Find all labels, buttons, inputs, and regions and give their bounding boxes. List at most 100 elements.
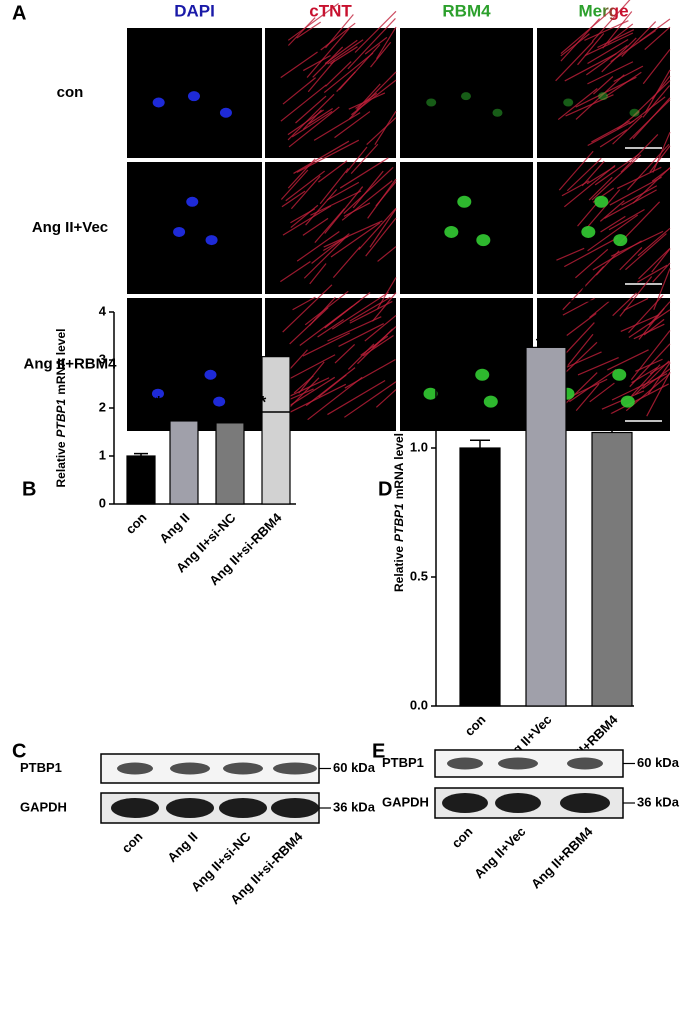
fiber — [637, 227, 671, 257]
fiber — [609, 176, 662, 206]
fiber — [344, 358, 396, 389]
micrograph — [537, 131, 671, 294]
fiber — [585, 189, 621, 230]
panel-letter: E — [372, 740, 385, 762]
y-label-gene: PTBP1 — [54, 398, 68, 437]
fiber — [306, 28, 350, 78]
y-tick-label: 1.0 — [410, 439, 428, 454]
fiber — [594, 153, 640, 186]
fiber — [642, 368, 671, 390]
fiber — [619, 247, 643, 271]
fiber — [288, 106, 340, 148]
y-tick-label: 4 — [99, 303, 107, 318]
rbm4-signal — [460, 92, 471, 101]
micrograph — [265, 277, 397, 431]
y-tick-label: 1.5 — [410, 310, 428, 325]
y-tick-label: 0 — [99, 495, 106, 510]
fiber — [591, 154, 642, 201]
band — [223, 762, 263, 775]
y-label-part: mRNA level — [54, 329, 68, 395]
fiber — [577, 202, 598, 227]
fiber — [566, 312, 597, 336]
fiber — [566, 351, 602, 368]
fiber — [326, 181, 360, 201]
nucleus — [151, 388, 164, 399]
fiber — [575, 74, 625, 120]
fiber — [318, 160, 348, 183]
fiber — [567, 333, 594, 366]
fiber — [282, 205, 332, 236]
band — [170, 762, 210, 775]
column-header: RBM4 — [442, 1, 491, 20]
bar — [525, 346, 567, 707]
rbm4-signal — [612, 368, 627, 381]
fiber — [600, 215, 626, 233]
error-bar — [536, 338, 556, 348]
fiber — [604, 189, 657, 219]
fiber — [309, 263, 327, 285]
nucleus — [205, 235, 218, 246]
fiber — [575, 248, 609, 279]
fiber — [556, 247, 585, 261]
row-label: Ang II+Vec — [32, 219, 108, 236]
nucleus — [219, 107, 232, 118]
band — [271, 798, 319, 818]
y-label-part: Relative — [392, 546, 406, 592]
fiber — [569, 368, 617, 403]
fiber — [302, 109, 322, 130]
band — [498, 757, 538, 770]
bar — [126, 455, 156, 505]
y-label-part: Relative — [54, 441, 68, 487]
fiber — [327, 380, 386, 416]
fiber — [623, 297, 649, 311]
fiber — [323, 220, 383, 248]
fiber — [314, 208, 345, 244]
image-frame — [127, 298, 262, 431]
fiber — [602, 11, 633, 49]
fiber — [364, 314, 397, 342]
image-frame — [127, 162, 262, 294]
fiber — [365, 217, 397, 257]
error-bar — [177, 415, 191, 421]
fiber — [320, 22, 356, 51]
significance-label: *** — [486, 281, 506, 300]
fiber — [621, 185, 658, 206]
band — [442, 793, 488, 813]
fiber — [591, 120, 630, 143]
fiber — [644, 26, 671, 50]
fiber — [575, 383, 600, 411]
fiber — [295, 95, 327, 124]
fiber — [344, 381, 397, 418]
fiber — [369, 208, 397, 248]
fiber — [296, 21, 321, 39]
fiber — [637, 264, 668, 283]
rbm4-signal — [597, 92, 608, 101]
y-label-part: mRNA level — [392, 433, 406, 499]
fiber — [290, 383, 347, 413]
fiber — [312, 46, 344, 78]
fiber — [643, 318, 665, 336]
rbm4-signal — [581, 225, 596, 238]
micrograph — [400, 162, 533, 294]
panel-letter: D — [378, 478, 392, 500]
fiber — [612, 115, 643, 145]
fiber — [613, 65, 644, 83]
rbm4-signal — [426, 98, 437, 107]
fiber — [354, 10, 397, 53]
fiber — [558, 150, 594, 191]
band — [111, 798, 159, 818]
fiber — [628, 294, 664, 334]
fiber — [307, 376, 363, 421]
rbm4-signal — [457, 195, 472, 208]
fiber — [327, 39, 364, 65]
x-tick-label: con — [462, 712, 489, 739]
rbm4-signal — [563, 98, 574, 107]
y-tick-label: 1 — [99, 447, 106, 462]
band — [560, 793, 610, 813]
image-frame — [265, 162, 396, 294]
fiber — [302, 54, 331, 72]
x-tick-label: con — [123, 510, 150, 537]
fiber — [586, 44, 628, 76]
fiber — [377, 246, 397, 262]
row-label: Ang II+RBM4 — [24, 355, 118, 372]
